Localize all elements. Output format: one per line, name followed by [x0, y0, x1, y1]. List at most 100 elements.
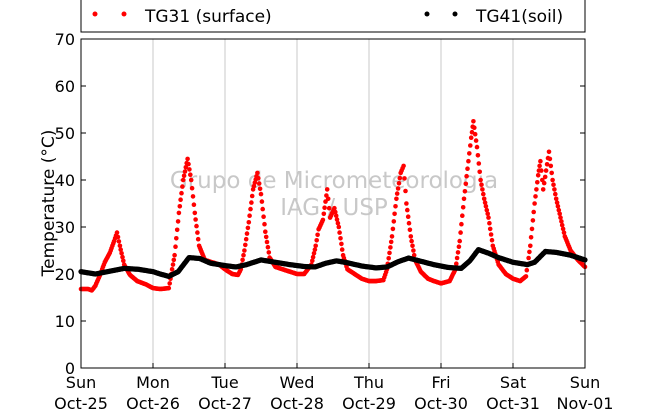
data-point [488, 232, 494, 237]
data-point [532, 201, 537, 206]
data-point [386, 255, 392, 261]
data-point [266, 250, 272, 255]
data-series [78, 119, 588, 293]
data-point [320, 217, 326, 223]
data-point [561, 230, 567, 235]
y-tick-label: 70 [55, 30, 75, 49]
data-point [264, 239, 270, 245]
data-point [324, 187, 330, 192]
data-point [310, 258, 315, 264]
data-point [550, 177, 555, 183]
x-tick-date-label: Oct-30 [414, 394, 468, 409]
data-point [185, 156, 190, 162]
data-point [173, 244, 178, 249]
data-point [472, 131, 478, 137]
legend-marker-soil-2 [452, 11, 458, 17]
data-point [486, 215, 491, 220]
data-point [335, 220, 341, 226]
data-point [537, 163, 542, 169]
legend-marker-soil-1 [424, 11, 430, 17]
data-point [475, 153, 481, 158]
data-point [529, 226, 535, 232]
y-axis-label: Temperature (°C) [39, 130, 59, 278]
data-point [174, 227, 180, 233]
data-point [263, 229, 268, 234]
data-point [172, 252, 177, 258]
data-point [121, 258, 126, 264]
data-point [546, 149, 552, 155]
data-point [544, 162, 550, 167]
data-point [334, 217, 340, 222]
data-point [395, 186, 401, 191]
data-point [552, 187, 557, 192]
data-point [527, 249, 532, 255]
data-point [336, 224, 342, 230]
data-point [116, 239, 122, 244]
data-point [408, 234, 414, 239]
data-point [463, 181, 469, 187]
data-point [560, 226, 566, 232]
data-point [183, 165, 189, 170]
data-point [483, 204, 489, 209]
legend-marker-surface-2 [121, 11, 127, 17]
data-point [535, 180, 540, 185]
data-point [261, 214, 266, 219]
data-point [188, 172, 193, 177]
data-point [191, 202, 197, 207]
data-point [478, 177, 483, 183]
y-tick-label: 0 [65, 359, 75, 378]
data-point [260, 206, 266, 212]
data-point [181, 173, 187, 179]
series-tg41-soil [78, 247, 588, 279]
data-point [243, 236, 249, 242]
data-point [189, 185, 195, 191]
data-point [474, 144, 480, 150]
data-point [166, 285, 172, 291]
data-point [403, 188, 408, 194]
watermark-line-1: Grupo de Micrometeorologia [170, 168, 498, 194]
y-tick-label: 60 [55, 77, 75, 96]
data-point [487, 226, 493, 232]
data-point [394, 191, 400, 196]
data-point [555, 204, 561, 209]
data-point [244, 231, 250, 236]
data-point [249, 193, 255, 199]
data-point [467, 151, 472, 156]
data-point [333, 209, 338, 215]
data-point [472, 125, 477, 130]
data-point [312, 247, 318, 252]
data-point [473, 138, 479, 143]
data-point [407, 227, 413, 233]
legend: TG31 (surface) TG41(soil) [80, 0, 586, 33]
data-point [326, 205, 332, 211]
x-tick-day-label: Tue [210, 373, 238, 392]
y-tick-label: 20 [55, 265, 75, 284]
data-point [180, 177, 186, 183]
data-point [170, 262, 176, 267]
data-point [468, 143, 473, 148]
data-point [120, 254, 125, 260]
data-point [538, 158, 543, 164]
data-point [456, 244, 462, 249]
data-point [477, 169, 483, 175]
x-tick-day-label: Sat [500, 373, 526, 392]
data-point [471, 119, 476, 124]
data-point [524, 267, 530, 273]
data-point [465, 166, 470, 171]
data-point [460, 213, 465, 218]
data-point [258, 191, 264, 197]
data-point [178, 197, 183, 202]
data-point [405, 214, 411, 219]
x-tick-date-label: Oct-25 [54, 394, 108, 409]
data-point [388, 245, 393, 250]
data-point [186, 161, 191, 167]
y-tick-label: 40 [55, 171, 75, 190]
data-point [539, 168, 544, 173]
data-point [195, 230, 200, 235]
data-point [179, 190, 184, 196]
data-point [255, 170, 260, 176]
data-point [394, 196, 399, 202]
x-tick-date-label: Oct-27 [198, 394, 252, 409]
data-point [240, 257, 245, 263]
data-point [332, 205, 337, 211]
